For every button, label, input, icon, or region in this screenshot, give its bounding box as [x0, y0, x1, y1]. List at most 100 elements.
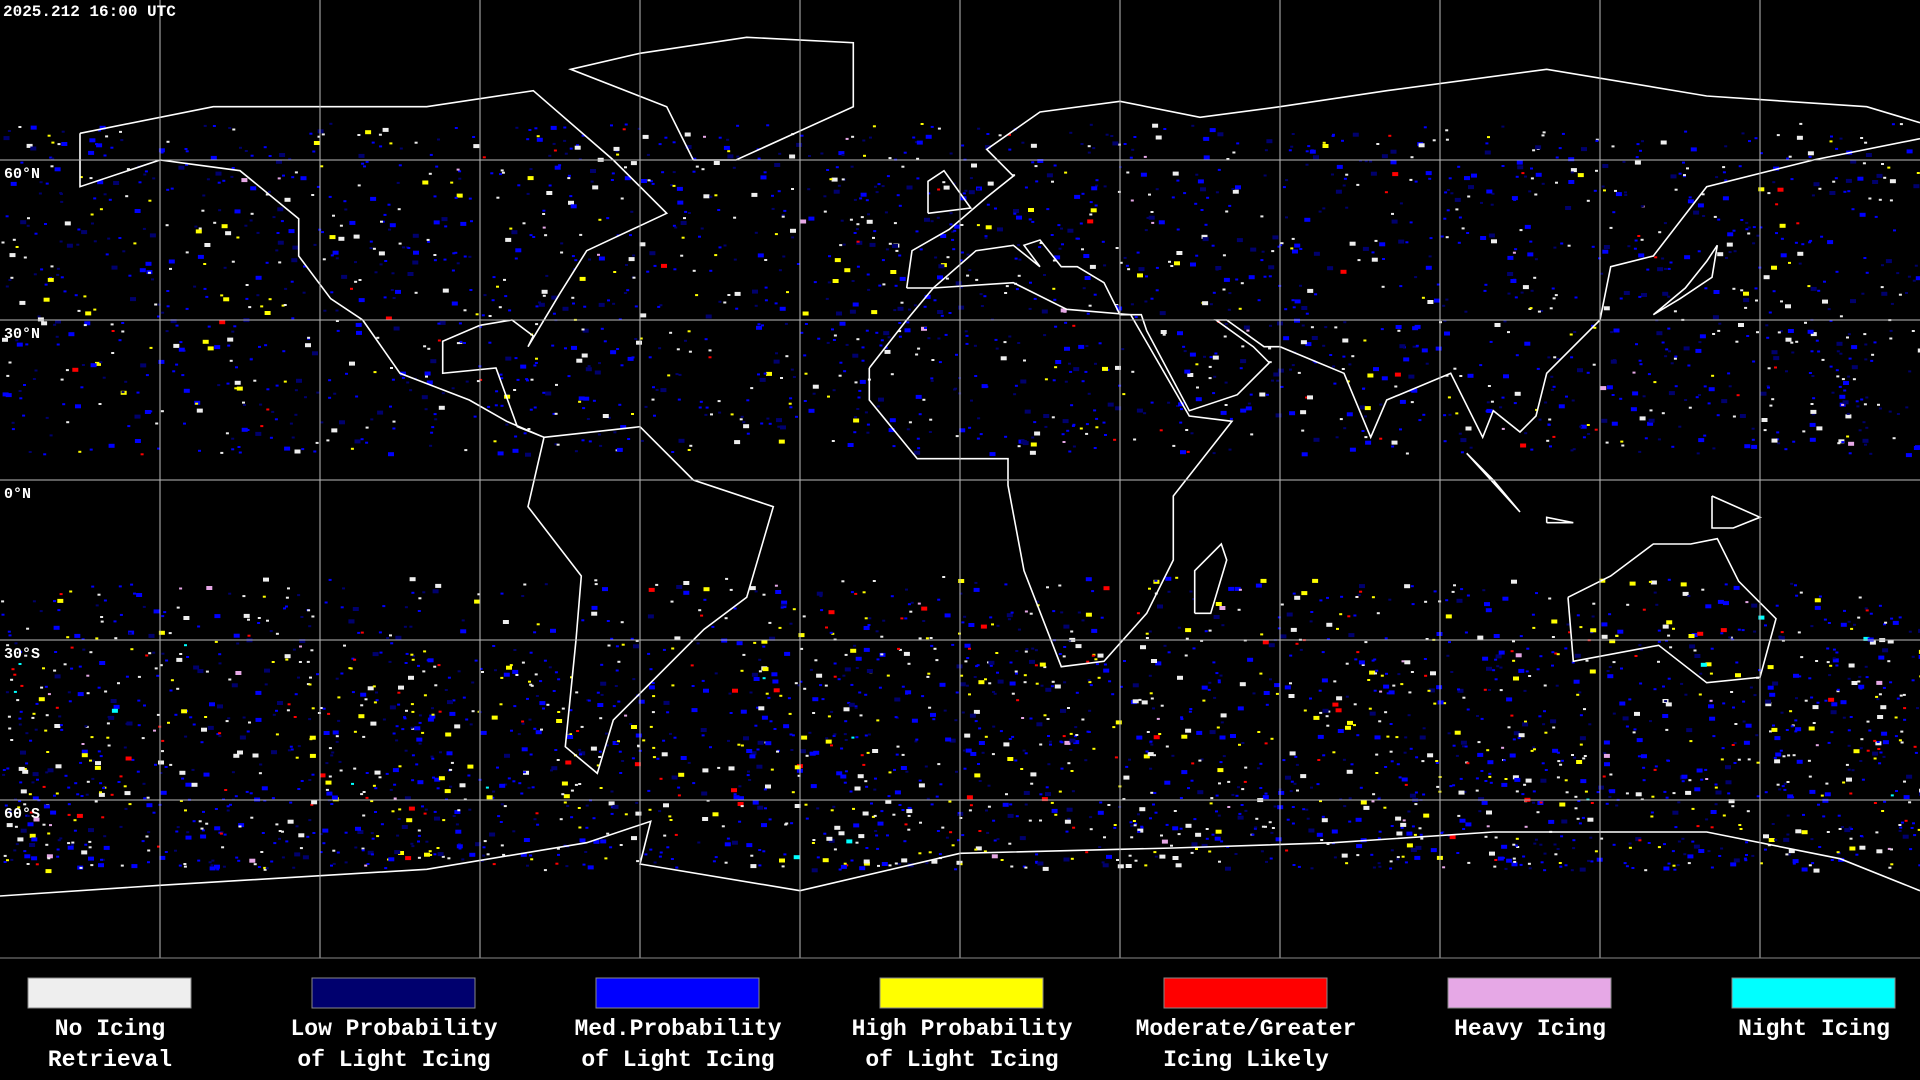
icing-pixel	[1201, 685, 1208, 690]
icing-pixel	[1014, 670, 1018, 673]
icing-pixel	[1134, 822, 1138, 825]
icing-pixel	[528, 680, 531, 683]
icing-pixel	[1062, 441, 1066, 443]
icing-pixel	[1321, 818, 1328, 823]
icing-field	[1, 122, 1920, 874]
icing-pixel	[1493, 865, 1497, 868]
icing-pixel	[1316, 783, 1320, 786]
icing-pixel	[1787, 329, 1794, 333]
icing-pixel	[1817, 289, 1821, 292]
icing-pixel	[809, 751, 813, 754]
icing-pixel	[1662, 291, 1669, 296]
icing-pixel	[1241, 788, 1245, 791]
icing-pixel	[265, 193, 269, 196]
icing-pixel	[1579, 867, 1586, 872]
icing-pixel	[1792, 754, 1796, 757]
icing-pixel	[480, 730, 487, 735]
icing-pixel	[1619, 297, 1623, 300]
icing-pixel	[764, 259, 768, 261]
icing-pixel	[1681, 837, 1685, 840]
icing-pixel	[670, 600, 674, 603]
icing-pixel	[552, 412, 556, 415]
icing-pixel	[1521, 172, 1525, 175]
icing-pixel	[831, 440, 835, 442]
icing-pixel	[1583, 755, 1587, 757]
icing-pixel	[521, 722, 525, 725]
icing-pixel	[124, 807, 128, 810]
icing-pixel	[885, 248, 889, 251]
icing-pixel	[1035, 682, 1039, 685]
icing-pixel	[809, 751, 816, 756]
icing-pixel	[1468, 185, 1474, 190]
icing-pixel	[100, 620, 104, 623]
icing-pixel	[1456, 598, 1463, 603]
icing-pixel	[1112, 726, 1116, 729]
icing-pixel	[1635, 792, 1642, 797]
icing-pixel	[308, 718, 312, 721]
icing-pixel	[872, 125, 876, 128]
icing-pixel	[854, 592, 858, 595]
icing-pixel	[1712, 447, 1716, 450]
icing-pixel	[1428, 255, 1432, 258]
icing-pixel	[1031, 647, 1035, 650]
icing-pixel	[1020, 440, 1027, 444]
icing-pixel	[545, 391, 552, 396]
icing-pixel	[119, 825, 123, 828]
icing-pixel	[1034, 649, 1038, 652]
icing-pixel	[733, 216, 737, 219]
icing-pixel	[1081, 248, 1084, 251]
icing-pixel	[865, 847, 869, 849]
icing-pixel	[617, 740, 620, 743]
icing-pixel	[551, 344, 555, 347]
icing-pixel	[692, 782, 696, 785]
icing-pixel	[551, 295, 558, 300]
icing-pixel	[15, 246, 19, 248]
icing-pixel	[1732, 287, 1736, 290]
icing-pixel	[727, 739, 730, 742]
icing-pixel	[1044, 425, 1048, 428]
icing-pixel	[930, 644, 934, 647]
icing-pixel	[909, 610, 913, 613]
icing-pixel	[1292, 249, 1298, 254]
icing-pixel	[1503, 320, 1507, 323]
icing-pixel	[268, 190, 271, 193]
icing-pixel	[644, 853, 648, 856]
icing-pixel	[101, 816, 105, 819]
icing-pixel	[1067, 707, 1070, 709]
icing-pixel	[977, 763, 980, 765]
icing-pixel	[1551, 287, 1555, 290]
icing-pixel	[564, 347, 567, 350]
icing-pixel	[590, 746, 597, 751]
icing-pixel	[1794, 584, 1797, 587]
icing-pixel	[788, 712, 792, 715]
icing-pixel	[983, 295, 987, 298]
icing-pixel	[1200, 639, 1204, 642]
icing-pixel	[217, 384, 221, 387]
icing-pixel	[1066, 429, 1070, 432]
icing-pixel	[1180, 718, 1184, 720]
icing-pixel	[880, 810, 884, 813]
icing-pixel	[385, 316, 392, 321]
icing-pixel	[1152, 707, 1155, 710]
icing-pixel	[769, 636, 776, 641]
icing-pixel	[1905, 453, 1912, 458]
icing-pixel	[121, 330, 125, 333]
icing-pixel	[1029, 612, 1033, 615]
icing-pixel	[973, 344, 977, 347]
icing-pixel	[1224, 323, 1228, 325]
icing-pixel	[752, 800, 759, 805]
icing-pixel	[233, 753, 240, 758]
icing-pixel	[1294, 243, 1301, 248]
icing-pixel	[1859, 760, 1863, 762]
icing-pixel	[336, 329, 340, 332]
icing-pixel	[307, 609, 311, 612]
icing-pixel	[812, 697, 819, 702]
icing-pixel	[369, 240, 373, 243]
icing-pixel	[1264, 825, 1267, 828]
icing-pixel	[924, 294, 931, 299]
icing-pixel	[1911, 655, 1915, 658]
icing-pixel	[1102, 366, 1108, 371]
icing-pixel	[1354, 658, 1358, 661]
icing-pixel	[1517, 165, 1524, 170]
icing-pixel	[944, 333, 948, 336]
